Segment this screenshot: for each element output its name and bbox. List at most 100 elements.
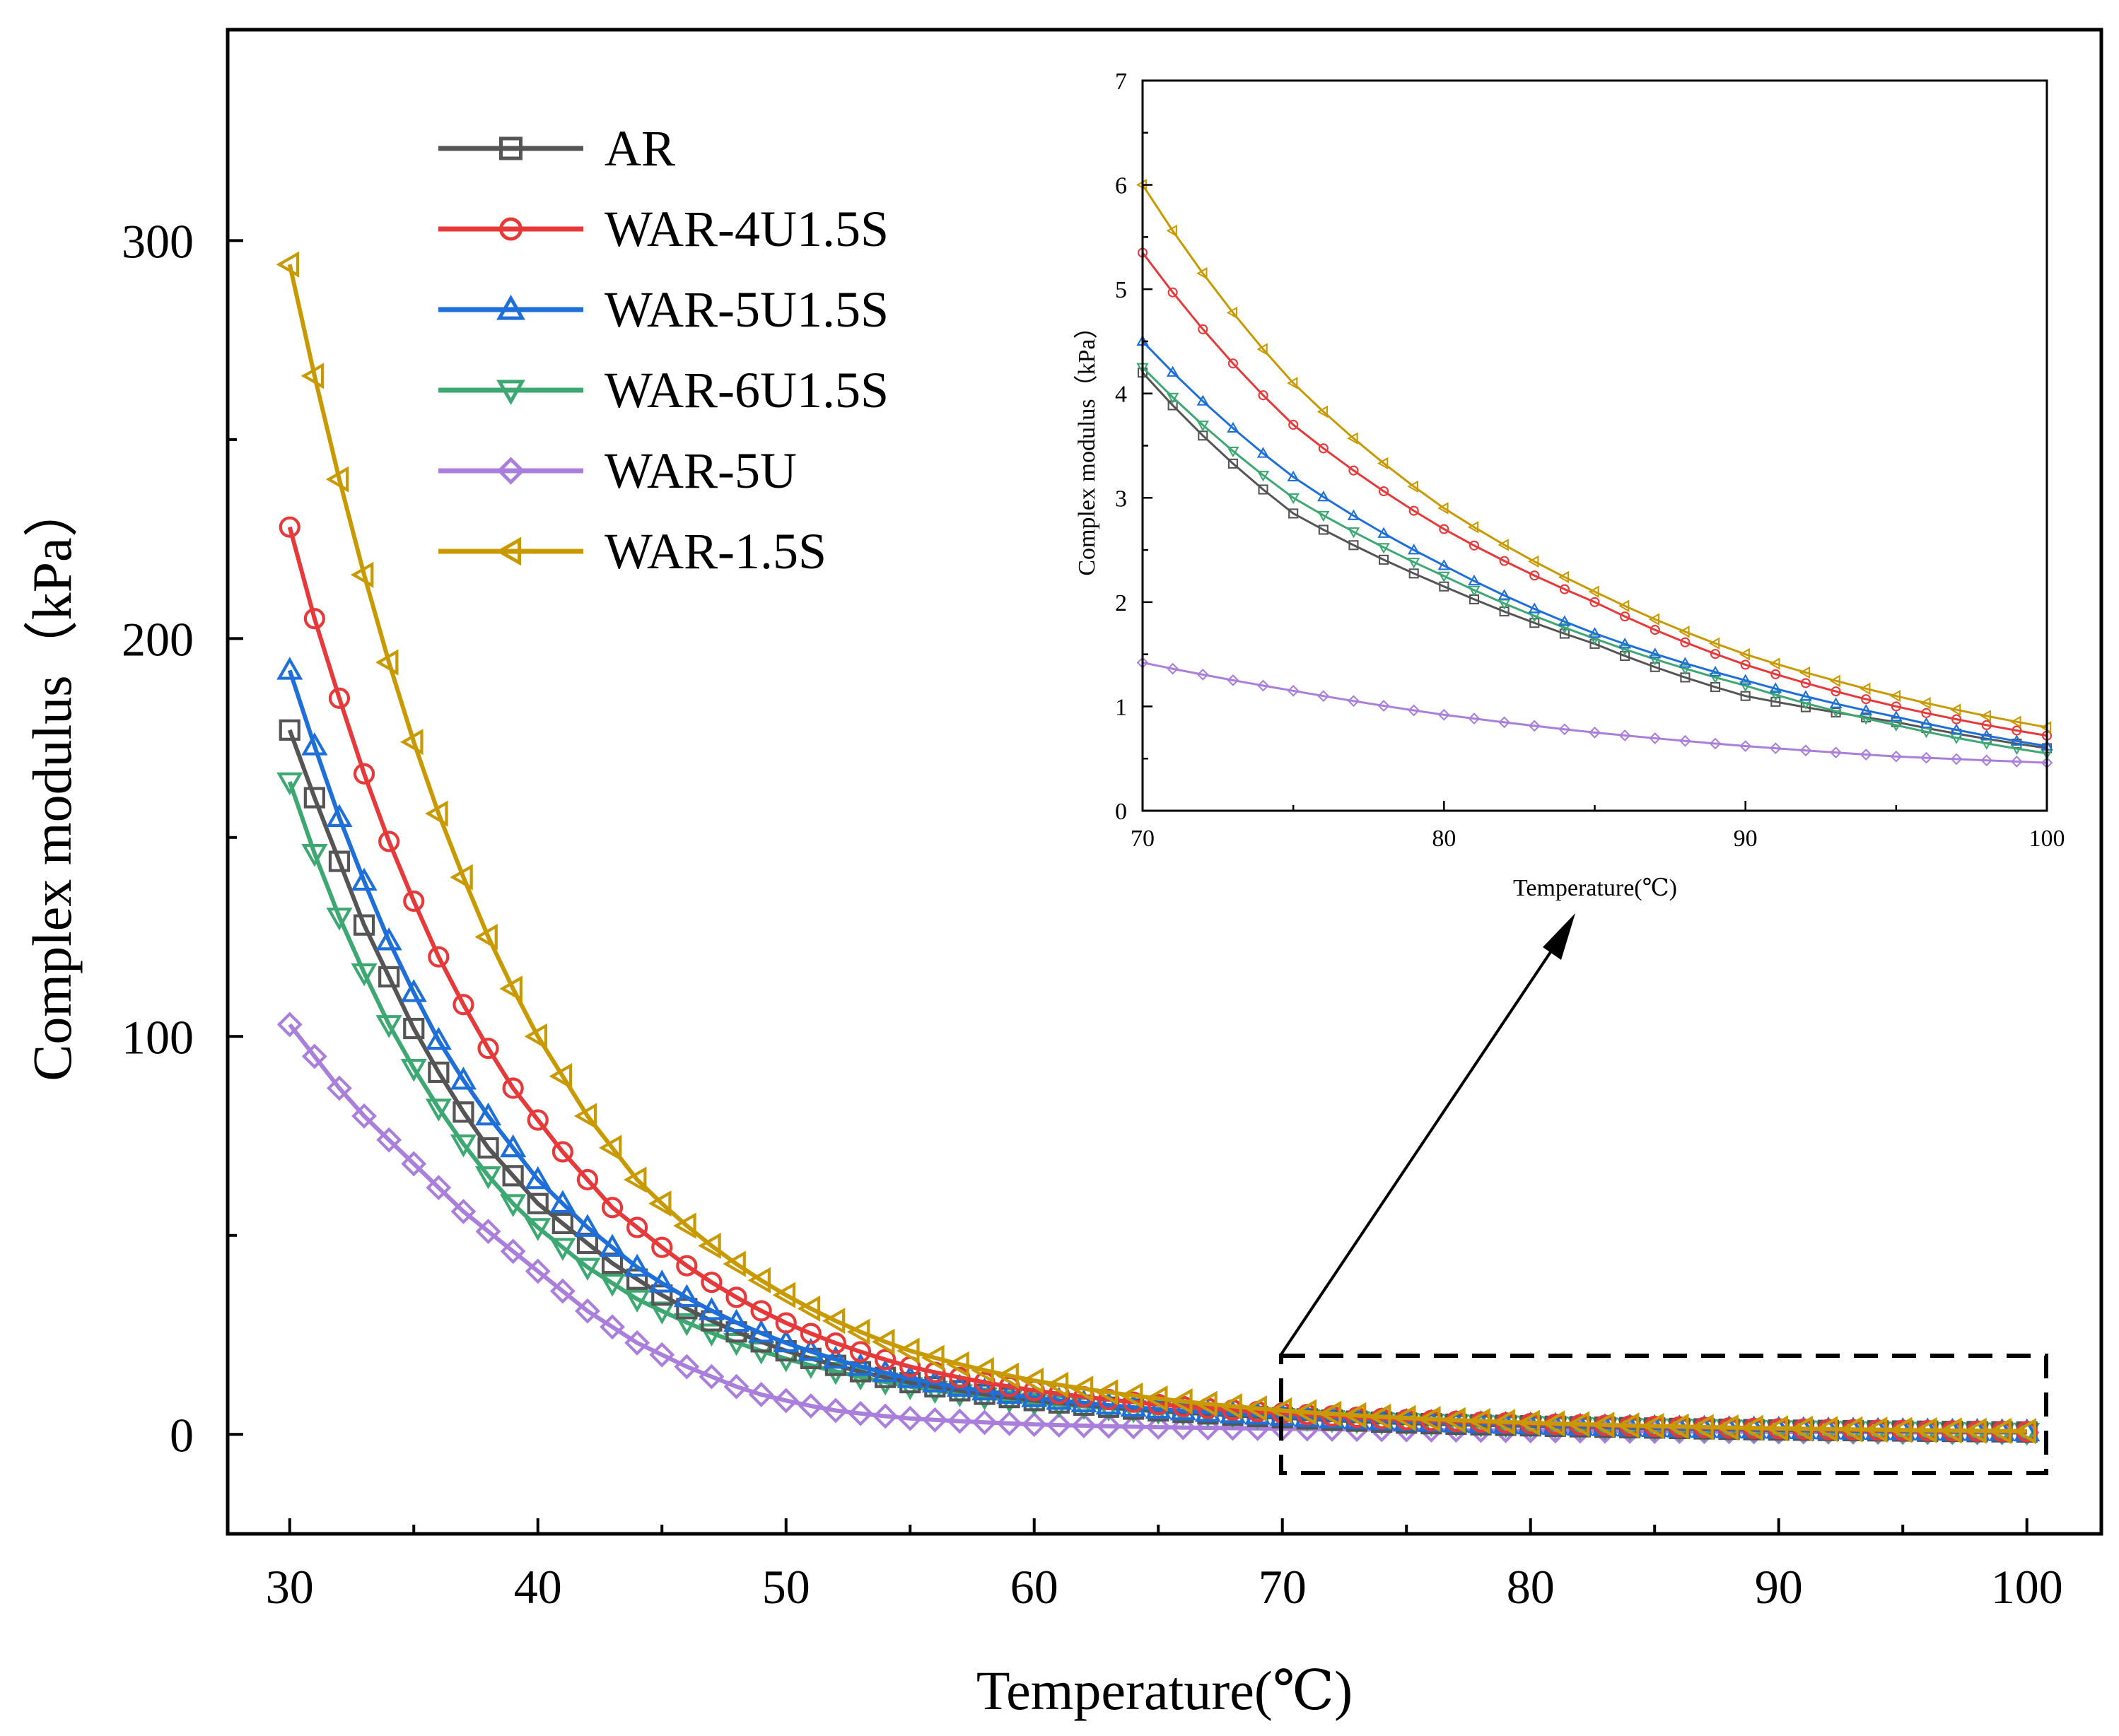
inset-data-point (1648, 613, 1659, 626)
legend: AR WAR-4U1.5S WAR-5U1.5S WAR-6U1.5S WAR-5U WA… (438, 120, 889, 580)
main-data-point (276, 772, 303, 796)
inset-data-point (1407, 480, 1418, 493)
main-data-point (750, 1300, 772, 1322)
inset-data-point (1558, 723, 1571, 736)
inset-series-layer (1136, 178, 2053, 769)
inset-data-point (1257, 679, 1269, 692)
inset-data-point (1739, 740, 1752, 752)
main-data-point (947, 1408, 973, 1434)
inset-data-point (1950, 753, 1963, 766)
main-data-point (279, 719, 300, 741)
inset-data-point (1317, 491, 1330, 502)
main-data-point (599, 1274, 626, 1297)
inset-data-point (1437, 571, 1451, 582)
legend-label: WAR-4U1.5S (605, 201, 889, 257)
inset-data-point (1468, 712, 1481, 725)
main-data-point (378, 966, 400, 987)
main-data-point (500, 1194, 527, 1217)
inset-data-point (1258, 484, 1268, 495)
legend-item: WAR-4U1.5S (438, 201, 889, 257)
main-x-tick-label: 50 (762, 1560, 810, 1614)
main-data-point (623, 1166, 647, 1193)
main-data-point (897, 1405, 923, 1431)
main-data-point (1541, 1410, 1565, 1437)
main-data-point (303, 608, 325, 630)
main-data-point (475, 1219, 501, 1245)
main-data-point (1046, 1395, 1073, 1419)
main-data-point (648, 1190, 672, 1217)
inset-data-point (1348, 695, 1360, 708)
main-data-point (1070, 1389, 1097, 1413)
main-data-point (1121, 1414, 1147, 1440)
main-data-point (325, 466, 349, 493)
main-data-point (698, 1232, 721, 1260)
inset-data-point (1829, 697, 1843, 708)
inset-data-point (1649, 732, 1662, 744)
main-x-tick-label: 90 (1755, 1560, 1803, 1614)
inset-x-tick-label: 70 (1131, 826, 1155, 852)
inset-data-point (1287, 470, 1300, 481)
main-data-point (525, 1218, 551, 1241)
main-data-point (1814, 1416, 1838, 1443)
main-data-point (525, 1258, 551, 1284)
inset-data-point (1258, 390, 1268, 401)
inset-data-point (1317, 405, 1329, 418)
inset-data-point (1589, 597, 1600, 607)
main-data-point (624, 1330, 650, 1356)
inset-data-point (2012, 725, 2022, 736)
inset-series-war-5u (1136, 657, 2053, 769)
inset-data-point (1589, 726, 1601, 739)
inset-data-point (1558, 570, 1570, 584)
main-y-axis: 0 100 200 300 (122, 214, 243, 1462)
inset-data-point (1379, 554, 1389, 565)
legend-item: WAR-5U (438, 442, 797, 499)
main-data-point (1393, 1404, 1416, 1431)
inset-data-point (1196, 266, 1208, 280)
main-data-point (350, 561, 374, 588)
inset-series-line (1141, 340, 2048, 747)
main-data-point (1096, 1413, 1121, 1439)
main-data-point (1889, 1417, 1913, 1443)
main-data-point (800, 1322, 822, 1344)
main-data-point (303, 787, 325, 809)
main-data-point (450, 1199, 477, 1224)
inset-data-point (1498, 589, 1511, 600)
main-data-point (847, 1352, 874, 1376)
main-data-point (848, 1400, 873, 1426)
main-data-point (651, 1236, 673, 1258)
inset-data-point (1439, 524, 1449, 534)
main-data-point (300, 363, 325, 389)
inset-data-point (1980, 729, 1993, 741)
inset-data-point (1529, 570, 1540, 581)
inset-data-point (1649, 647, 1662, 659)
main-data-point (351, 1103, 377, 1129)
inset-data-point (1588, 634, 1601, 645)
main-data-point (1367, 1403, 1391, 1430)
inset-data-point (1317, 510, 1330, 522)
main-data-point (1566, 1411, 1590, 1438)
main-data-point (1219, 1392, 1242, 1420)
inset-data-point (1618, 638, 1631, 649)
main-data-point (400, 979, 427, 1002)
inset-data-point (1227, 674, 1239, 686)
main-data-point (949, 1366, 971, 1388)
inset-data-point (1920, 696, 1931, 710)
inset-data-point (1769, 690, 1782, 701)
main-data-point (1318, 1400, 1342, 1427)
inset-data-point (1227, 421, 1239, 433)
inset-y-axis: 0 1 2 3 4 5 6 7 (1115, 69, 1152, 825)
inset-data-point (1980, 754, 1993, 767)
main-data-point (871, 1328, 895, 1355)
inset-y-tick-label: 2 (1115, 590, 1127, 616)
inset-data-point (1980, 710, 1991, 722)
inset-data-point (1620, 611, 1630, 622)
inset-data-point (1679, 626, 1690, 638)
main-data-point (551, 1212, 573, 1234)
main-x-axis: 30 40 50 60 70 80 90 100 (266, 1518, 2063, 1614)
inset-data-point (1830, 746, 1842, 759)
main-data-point (525, 1166, 551, 1190)
main-data-point (353, 914, 375, 936)
main-data-point (453, 994, 474, 1016)
inset-data-point (1890, 710, 1903, 722)
main-x-tick-label: 40 (514, 1560, 562, 1614)
